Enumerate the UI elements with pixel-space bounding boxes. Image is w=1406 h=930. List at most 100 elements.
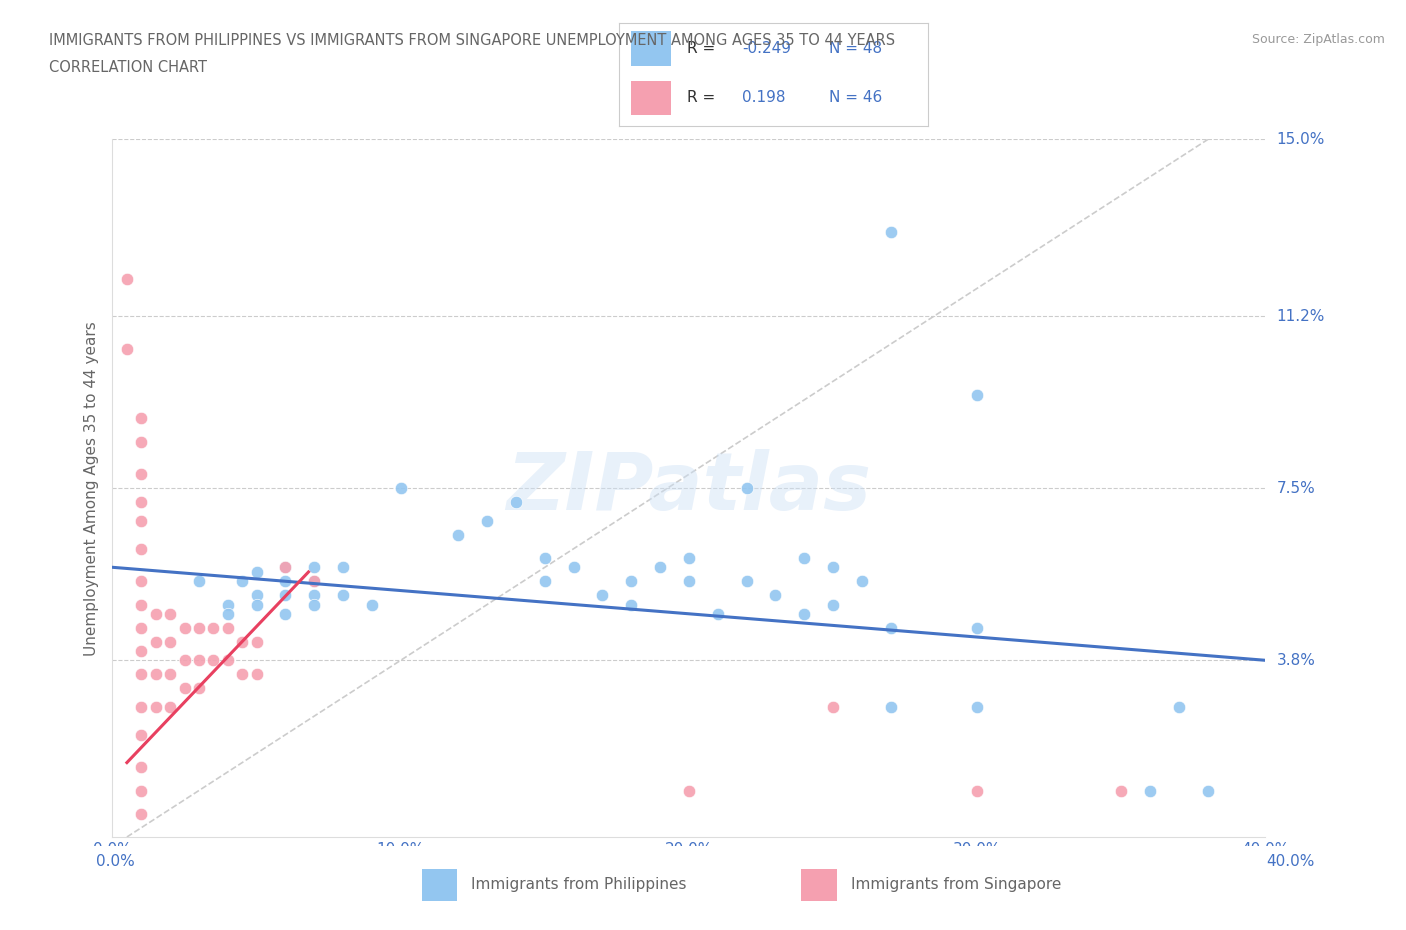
Point	[145, 634, 167, 649]
Point	[1167, 699, 1189, 714]
Text: ZIPatlas: ZIPatlas	[506, 449, 872, 527]
Point	[173, 620, 195, 635]
Point	[360, 597, 382, 612]
Point	[505, 495, 527, 510]
Point	[678, 783, 700, 798]
Point	[231, 574, 253, 589]
Point	[188, 574, 211, 589]
Bar	[801, 869, 837, 900]
Point	[1139, 783, 1161, 798]
Text: 0.198: 0.198	[742, 90, 786, 105]
Point	[533, 574, 555, 589]
Point	[274, 606, 297, 621]
Point	[304, 588, 326, 603]
Text: 7.5%: 7.5%	[1277, 481, 1315, 496]
Point	[173, 681, 195, 696]
Point	[793, 606, 815, 621]
Text: 40.0%: 40.0%	[1267, 854, 1315, 869]
Point	[231, 634, 253, 649]
Point	[188, 620, 211, 635]
Point	[245, 597, 267, 612]
Point	[245, 634, 267, 649]
Text: 3.8%: 3.8%	[1277, 653, 1316, 668]
Point	[880, 225, 903, 240]
Point	[851, 574, 873, 589]
Bar	[631, 81, 671, 115]
Point	[129, 541, 153, 556]
Text: 0.0%: 0.0%	[96, 854, 135, 869]
Point	[648, 560, 672, 575]
Point	[129, 699, 153, 714]
Point	[966, 783, 988, 798]
Point	[274, 560, 297, 575]
Point	[821, 597, 844, 612]
Text: 11.2%: 11.2%	[1277, 309, 1324, 324]
Text: Immigrants from Singapore: Immigrants from Singapore	[851, 877, 1062, 892]
Point	[129, 434, 153, 449]
Point	[966, 699, 988, 714]
Point	[202, 620, 225, 635]
Point	[966, 620, 988, 635]
Point	[115, 341, 138, 356]
Bar	[422, 869, 457, 900]
Point	[129, 495, 153, 510]
Point	[159, 699, 181, 714]
Point	[332, 560, 354, 575]
Text: CORRELATION CHART: CORRELATION CHART	[49, 60, 207, 75]
Point	[159, 634, 181, 649]
Point	[217, 606, 239, 621]
Point	[793, 551, 815, 565]
Point	[217, 620, 239, 635]
Point	[678, 551, 700, 565]
Point	[245, 588, 267, 603]
Text: N = 46: N = 46	[830, 90, 882, 105]
Point	[735, 481, 758, 496]
Point	[880, 699, 903, 714]
Point	[678, 574, 700, 589]
Text: Source: ZipAtlas.com: Source: ZipAtlas.com	[1251, 33, 1385, 46]
Point	[129, 574, 153, 589]
Point	[1197, 783, 1219, 798]
Text: IMMIGRANTS FROM PHILIPPINES VS IMMIGRANTS FROM SINGAPORE UNEMPLOYMENT AMONG AGES: IMMIGRANTS FROM PHILIPPINES VS IMMIGRANT…	[49, 33, 896, 47]
Point	[562, 560, 585, 575]
Point	[880, 620, 903, 635]
Point	[202, 653, 225, 668]
Point	[129, 727, 153, 742]
Point	[188, 681, 211, 696]
Point	[821, 699, 844, 714]
Point	[735, 574, 758, 589]
Point	[304, 560, 326, 575]
Point	[304, 597, 326, 612]
Point	[129, 513, 153, 528]
Point	[304, 574, 326, 589]
Point	[706, 606, 728, 621]
Point	[332, 588, 354, 603]
Point	[274, 560, 297, 575]
Point	[129, 783, 153, 798]
Point	[129, 760, 153, 775]
Bar	[631, 32, 671, 66]
Point	[304, 574, 326, 589]
Point	[129, 467, 153, 482]
Text: R =: R =	[686, 90, 714, 105]
Point	[389, 481, 412, 496]
Point	[620, 574, 643, 589]
Point	[765, 588, 787, 603]
Point	[274, 574, 297, 589]
Point	[245, 667, 267, 682]
Point	[145, 606, 167, 621]
Text: -0.249: -0.249	[742, 41, 792, 57]
Point	[129, 806, 153, 821]
Point	[173, 653, 195, 668]
Point	[145, 667, 167, 682]
Point	[129, 411, 153, 426]
Point	[129, 644, 153, 658]
Point	[115, 272, 138, 286]
Point	[274, 588, 297, 603]
Text: R =: R =	[686, 41, 714, 57]
Point	[129, 667, 153, 682]
Y-axis label: Unemployment Among Ages 35 to 44 years: Unemployment Among Ages 35 to 44 years	[83, 321, 98, 656]
Point	[1111, 783, 1133, 798]
Point	[821, 560, 844, 575]
Point	[129, 620, 153, 635]
